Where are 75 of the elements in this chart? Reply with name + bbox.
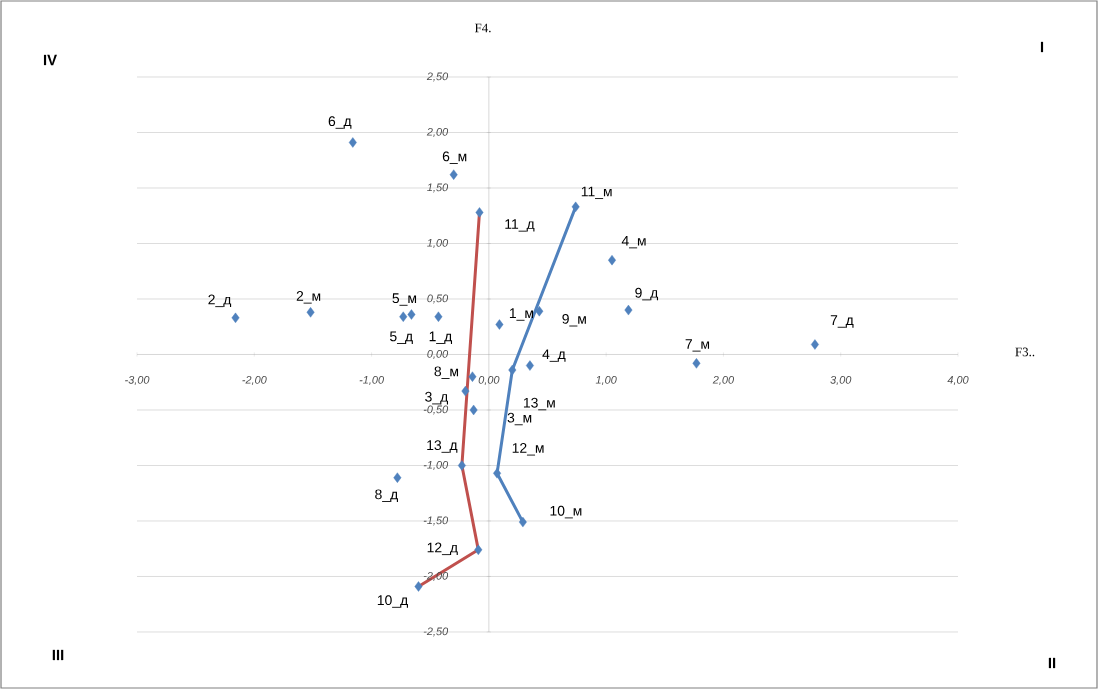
y-tick-label: -0,50 — [423, 405, 449, 415]
x-tick-label: 2,00 — [712, 375, 735, 386]
y-tick-label: 1,00 — [427, 238, 449, 249]
annotation: 10_м — [550, 505, 582, 519]
y-tick-label: 0,50 — [427, 294, 449, 304]
annotation: 6_д — [328, 116, 352, 129]
point — [475, 207, 484, 218]
annotation: 10_д — [377, 595, 408, 608]
point — [461, 385, 470, 397]
x-tick-label: -2,00 — [242, 375, 267, 386]
point — [457, 460, 466, 471]
point — [474, 544, 483, 556]
annotation: 6_м — [442, 151, 467, 164]
annotation: 8_д — [375, 489, 398, 502]
annotation: 5_м — [392, 293, 417, 306]
point — [535, 306, 544, 317]
point — [449, 169, 458, 180]
annotation: 4_д — [542, 349, 566, 362]
x-tick-label: 1,00 — [595, 375, 617, 386]
text: IV — [43, 54, 57, 66]
text: III — [52, 649, 64, 661]
x-tick-label: -1,00 — [359, 375, 384, 386]
x-axis-title: F3.. — [1015, 347, 1035, 357]
point — [468, 371, 477, 382]
annotation: 5_д — [389, 331, 413, 344]
annotation: 7_д — [830, 315, 854, 328]
y-tick-label: 0,00 — [427, 349, 449, 360]
annotation: 13_м — [523, 397, 555, 411]
y-axis-title: F4. — [474, 23, 491, 33]
point — [393, 472, 402, 483]
annotation: 13_д — [427, 440, 458, 453]
point — [407, 309, 416, 320]
point — [434, 311, 443, 322]
point — [348, 137, 357, 148]
annotation: 11_м — [581, 186, 612, 200]
annotation: 11_д — [505, 219, 535, 232]
y-tick-label: 1,50 — [427, 183, 449, 193]
annotation: 9_д — [635, 287, 659, 301]
point — [306, 307, 315, 318]
point — [624, 304, 633, 316]
point — [414, 581, 423, 592]
annotation: 2_м — [296, 291, 321, 304]
point — [495, 319, 504, 330]
point — [810, 339, 819, 350]
annotation: 8_м — [434, 366, 459, 379]
annotation: 7_м — [685, 339, 710, 352]
annotation: 9_м — [562, 313, 586, 327]
x-tick-label: 0,00 — [478, 375, 500, 386]
point — [525, 360, 534, 371]
y-tick-label: -1,50 — [423, 516, 449, 526]
x-tick-label: 3,00 — [830, 375, 852, 386]
point — [518, 516, 527, 528]
y-tick-label: 2,50 — [426, 72, 449, 82]
point — [399, 311, 408, 322]
y-tick-label: -2,50 — [423, 627, 449, 637]
point — [692, 358, 701, 369]
annotation: 3_м — [507, 412, 532, 426]
annotation: 1_д — [429, 331, 453, 344]
y-tick-label: 2,00 — [426, 127, 449, 138]
annotation: 1_м — [509, 308, 533, 321]
text: II — [1048, 657, 1056, 669]
annotation: 4_м — [621, 235, 646, 249]
y-tick-label: -1,00 — [423, 460, 449, 471]
annotation: 3_д — [425, 391, 448, 405]
x-tick-label: -3,00 — [125, 375, 150, 386]
point — [493, 468, 502, 479]
annotation: 12_м — [512, 442, 544, 456]
point — [469, 404, 478, 416]
text: I — [1040, 41, 1044, 53]
annotation: 12_д — [427, 542, 458, 556]
point — [231, 312, 240, 324]
annotation: 2_д — [208, 294, 232, 308]
point — [508, 364, 517, 376]
point — [571, 201, 580, 213]
x-tick-label: 4,00 — [947, 375, 969, 386]
